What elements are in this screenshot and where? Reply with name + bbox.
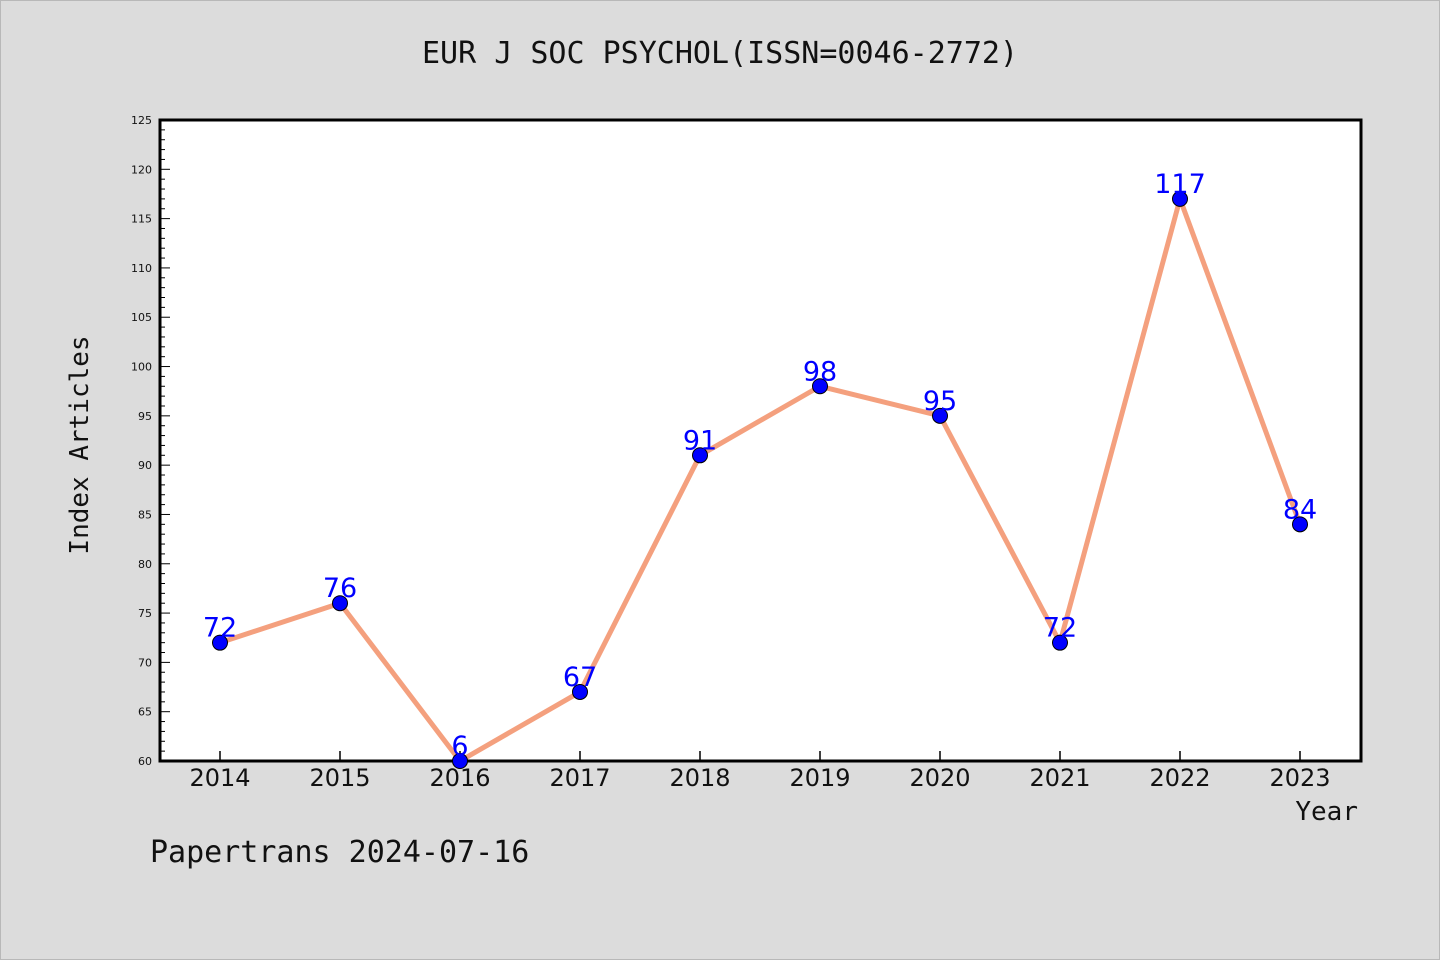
x-tick-label: 2021 <box>1029 764 1090 792</box>
y-tick-label: 90 <box>138 459 152 472</box>
data-point <box>692 447 708 464</box>
x-tick-label: 2017 <box>549 764 610 792</box>
y-tick-label: 60 <box>138 755 152 768</box>
series-line <box>219 196 1303 764</box>
data-label: 117 <box>1154 169 1206 200</box>
data-label: 95 <box>923 386 957 417</box>
x-tick-label: 2020 <box>909 764 970 792</box>
x-tick-label: 2022 <box>1149 764 1210 792</box>
y-tick-label: 85 <box>138 508 152 521</box>
data-point <box>452 753 468 769</box>
data-label: 6 <box>451 731 468 762</box>
x-tick-label: 2014 <box>189 764 250 792</box>
y-tick-label: 115 <box>131 213 152 226</box>
y-tick-label: 100 <box>131 361 152 374</box>
y-tick-label: 110 <box>131 262 152 275</box>
data-label: 67 <box>563 662 597 693</box>
y-tick-label: 80 <box>138 558 152 571</box>
x-tick-label: 2023 <box>1269 764 1330 792</box>
y-tick-label: 120 <box>131 163 152 176</box>
x-tick-label: 2018 <box>669 764 730 792</box>
y-tick-label: 65 <box>138 706 152 719</box>
y-tick-label: 70 <box>138 656 152 669</box>
data-point <box>812 378 828 395</box>
x-tick-label: 2019 <box>789 764 850 792</box>
data-point <box>332 595 348 612</box>
data-point <box>1292 516 1308 533</box>
y-tick-label: 95 <box>138 410 152 423</box>
data-point <box>212 634 228 651</box>
data-point <box>1172 190 1188 207</box>
x-tick-label: 2015 <box>309 764 370 792</box>
data-point <box>932 407 948 424</box>
plot-area <box>158 118 1363 763</box>
data-point <box>572 683 588 700</box>
footer-credit: Papertrans 2024-07-16 <box>150 835 530 870</box>
data-label: 91 <box>683 425 717 456</box>
data-label: 72 <box>1043 613 1077 644</box>
y-tick-label: 105 <box>131 311 152 324</box>
x-axis-label: Year <box>1295 797 1358 827</box>
y-tick-label: 75 <box>138 607 152 620</box>
data-point <box>1052 634 1068 651</box>
data-label: 72 <box>203 613 237 644</box>
chart-title: EUR J SOC PSYCHOL(ISSN=0046-2772) <box>421 36 1019 71</box>
y-tick-label: 125 <box>131 114 152 127</box>
data-label: 84 <box>1283 494 1317 525</box>
data-label: 98 <box>803 356 837 387</box>
data-label: 76 <box>323 573 357 604</box>
